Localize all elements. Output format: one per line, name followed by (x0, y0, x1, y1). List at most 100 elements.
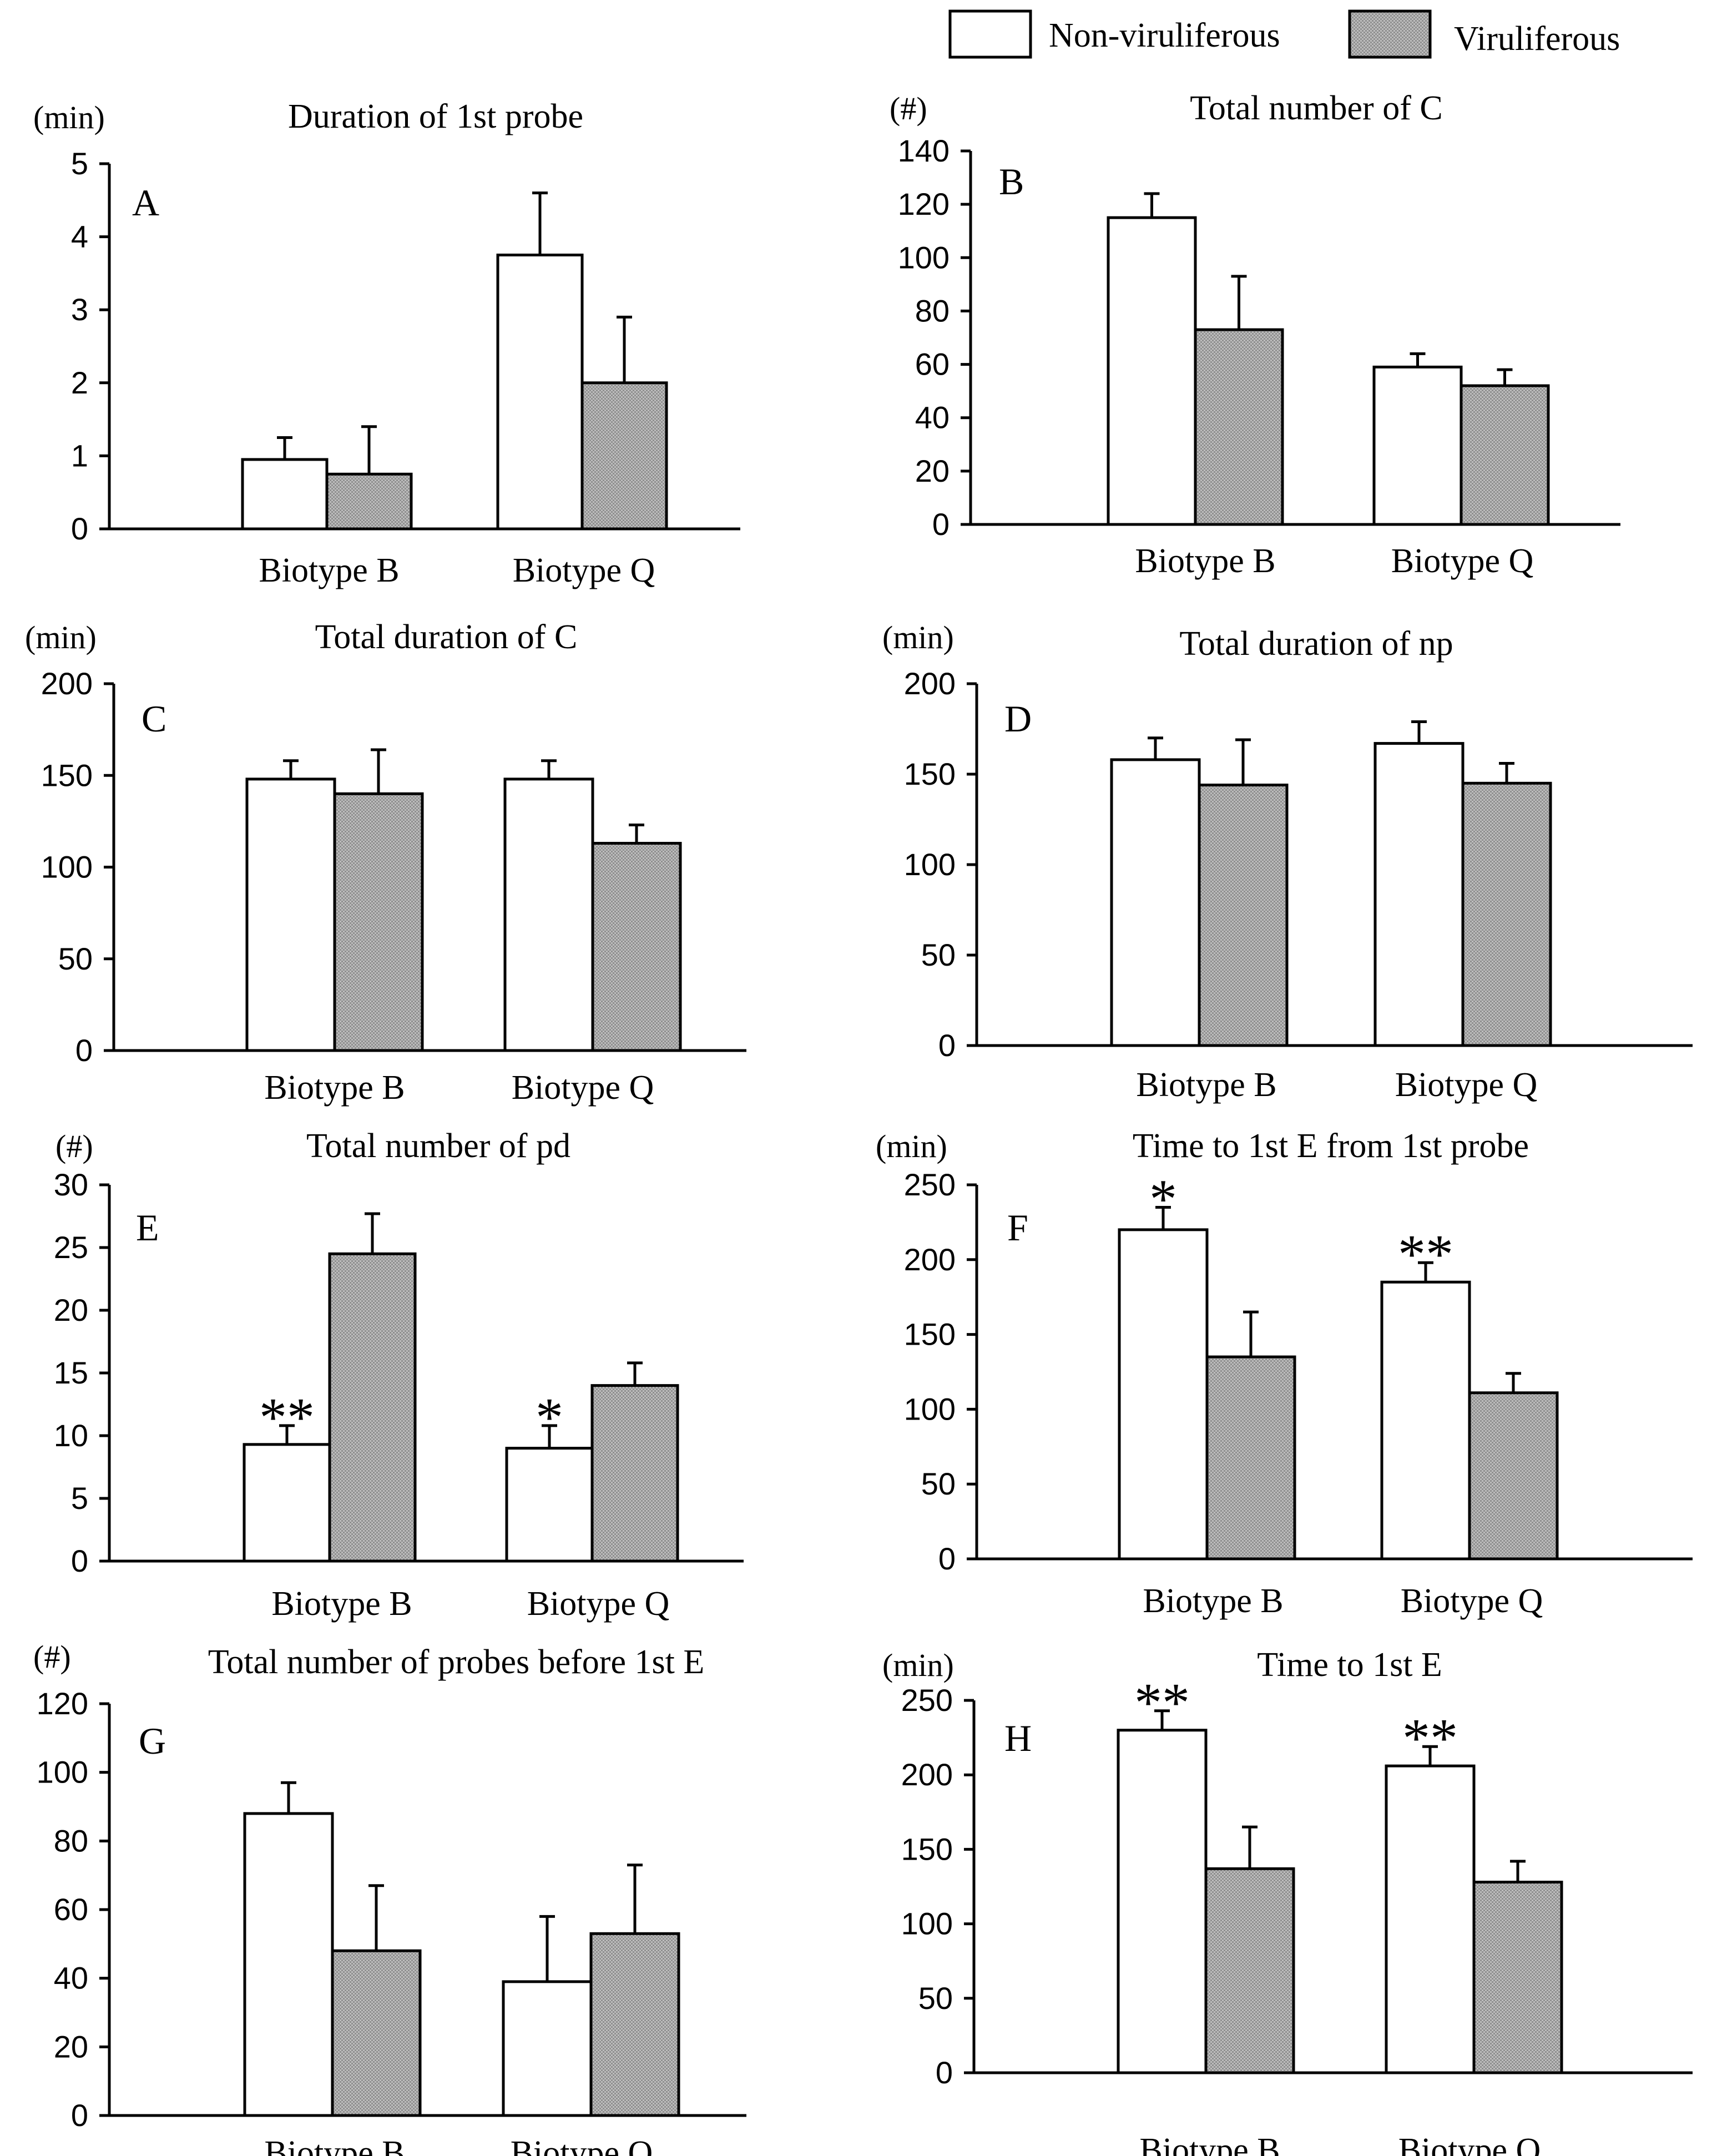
significance-mark: * (1149, 1168, 1177, 1229)
panels: 0 1 2 3 4 5 (min) Duration of 1st probe A Biotype… (25, 89, 1693, 2156)
category-label: Biotype B (271, 1585, 412, 1623)
category-label: Biotype B (1143, 1582, 1283, 1620)
panel-a: 0 1 2 3 4 5 (min) Duration of 1st probe A Biotype… (33, 98, 740, 589)
bar (1468, 1391, 1559, 1561)
y-tick-label: 200 (901, 1757, 953, 1792)
y-tick-label: 50 (921, 937, 956, 972)
y-tick-label: 150 (41, 758, 93, 792)
panel-letter: D (1004, 698, 1032, 740)
y-tick-label: 100 (41, 850, 93, 885)
chart-title: Total number of pd (306, 1127, 570, 1165)
bar (1472, 1880, 1563, 2074)
bar (502, 1980, 593, 2117)
y-tick-label: 25 (54, 1230, 88, 1265)
y-tick-label: 100 (37, 1755, 88, 1790)
y-tick-label: 30 (54, 1167, 88, 1202)
y-tick-label: 60 (54, 1892, 88, 1927)
legend: Non-viruliferous Viruliferous (948, 9, 1620, 59)
panel-letter: G (139, 1720, 166, 1762)
category-label: Biotype Q (1401, 1582, 1543, 1620)
unit-label: (min) (25, 619, 97, 655)
panel-letter: B (999, 160, 1024, 203)
y-tick-label: 0 (71, 2098, 88, 2133)
bar (1198, 784, 1289, 1047)
y-tick-label: 100 (904, 1391, 956, 1426)
panel-letter: H (1004, 1717, 1032, 1759)
chart-title: Total number of probes before 1st E (208, 1643, 704, 1681)
y-tick-label: 120 (898, 186, 950, 221)
legend-label-viruliferous: Viruliferous (1454, 20, 1620, 58)
y-tick-label: 50 (58, 941, 93, 976)
bar (243, 1443, 331, 1563)
category-label: Biotype B (259, 552, 399, 589)
bar (1380, 1280, 1471, 1561)
category-label: Biotype B (264, 2134, 405, 2156)
category-label: Biotype Q (527, 1585, 670, 1623)
y-tick-label: 15 (54, 1355, 88, 1390)
y-tick-label: 60 (915, 347, 950, 382)
bar (1385, 1764, 1476, 2074)
y-tick-label: 0 (938, 1541, 956, 1576)
panel-letter: E (136, 1206, 159, 1249)
bar (331, 1949, 422, 2117)
category-label: Biotype B (1135, 542, 1275, 580)
y-tick-label: 0 (932, 507, 950, 542)
panel-c: 0 50 100 150 200 (min) Total duration of C C Bio… (25, 618, 746, 1107)
bar (1205, 1355, 1296, 1561)
bar (1118, 1228, 1209, 1561)
category-label: Biotype B (1139, 2132, 1280, 2156)
category-label: Biotype B (264, 1069, 405, 1107)
y-tick-label: 150 (901, 1831, 953, 1866)
panel-letter: C (142, 698, 166, 740)
y-tick-label: 20 (54, 2029, 88, 2064)
bar (505, 1447, 594, 1563)
y-tick-label: 100 (898, 240, 950, 275)
bar (245, 777, 336, 1052)
unit-label: (#) (33, 1639, 71, 1675)
y-tick-label: 200 (41, 666, 93, 701)
chart-title: Duration of 1st probe (288, 98, 583, 135)
bar (1461, 781, 1552, 1047)
bar (580, 381, 668, 531)
bar (591, 842, 682, 1052)
chart-title: Time to 1st E (1257, 1646, 1442, 1684)
bar (1194, 328, 1284, 526)
bar (1373, 742, 1464, 1047)
bar (1117, 1729, 1208, 2074)
bar (241, 458, 329, 531)
category-label: Biotype B (1136, 1066, 1276, 1104)
y-tick-label: 5 (71, 146, 88, 181)
y-tick-label: 4 (71, 219, 88, 254)
legend-swatch-viruliferous (1348, 9, 1432, 59)
y-tick-label: 0 (71, 1543, 88, 1578)
y-tick-label: 80 (54, 1823, 88, 1858)
panel-letter: A (132, 181, 159, 224)
unit-label: (min) (876, 1128, 947, 1164)
y-tick-label: 50 (918, 1981, 953, 2016)
y-tick-label: 5 (71, 1481, 88, 1516)
bar (1372, 365, 1463, 526)
unit-label: (min) (882, 1647, 954, 1683)
y-tick-label: 80 (915, 293, 950, 328)
bar (1204, 1867, 1295, 2074)
y-tick-label: 0 (938, 1028, 956, 1063)
legend-swatch-non-viruliferous (948, 9, 1032, 59)
bar (1110, 758, 1201, 1047)
y-tick-label: 200 (904, 666, 956, 701)
unit-label: (#) (55, 1128, 93, 1164)
y-tick-label: 150 (904, 1317, 956, 1352)
bar (333, 792, 424, 1052)
y-tick-label: 50 (921, 1466, 956, 1501)
y-tick-label: 3 (71, 292, 88, 327)
y-tick-label: 40 (915, 400, 950, 435)
bar (1460, 384, 1550, 526)
y-tick-label: 100 (904, 847, 956, 882)
panel-letter: F (1007, 1206, 1028, 1249)
bar (325, 472, 413, 531)
unit-label: (#) (890, 90, 927, 127)
unit-label: (min) (882, 619, 954, 655)
category-label: Biotype Q (1395, 1066, 1538, 1104)
panel-d: 0 50 100 150 200 (min) Total duration of np D Bi… (882, 619, 1693, 1104)
